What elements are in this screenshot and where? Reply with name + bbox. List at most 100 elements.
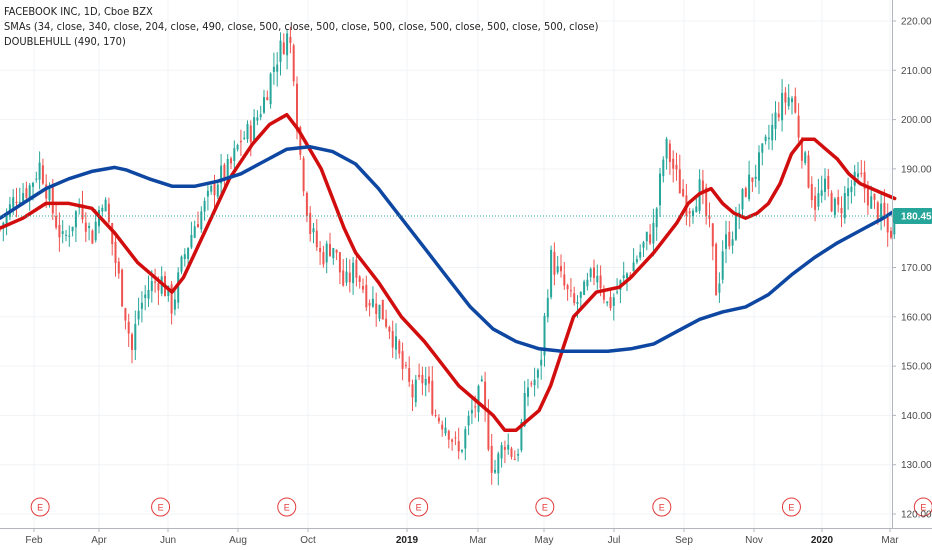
last-price-tag-bg [893,207,932,224]
earnings-marker[interactable]: E [913,497,932,517]
candle-body [266,97,269,101]
earnings-marker[interactable]: E [535,497,555,517]
earnings-marker[interactable]: E [30,497,50,517]
grid-lines [0,0,892,528]
earnings-marker[interactable]: E [781,497,801,517]
candle-body [259,114,262,118]
candle-body [513,459,516,461]
candle-body [365,284,368,308]
candle-body [477,385,480,413]
symbol-title[interactable]: FACEBOOK INC, 1D, Cboe BZX [4,5,153,18]
candle-body [411,384,414,398]
earnings-marker[interactable]: E [277,497,297,517]
candle-body [249,125,252,142]
earnings-marker[interactable]: E [151,497,171,517]
candle-body [550,249,553,298]
candle-body [586,279,589,287]
candle-body [715,243,718,296]
sma-indicator-label[interactable]: SMAs (34, close, 340, close, 204, close,… [4,20,599,33]
candle-body [428,376,430,384]
candle-body [335,249,338,253]
candle-body [876,202,879,221]
candle-body [127,321,130,334]
candle-body [131,334,133,350]
candle-body [622,275,625,279]
candle-body [678,169,681,194]
doublehull-indicator-label[interactable]: DOUBLEHULL (490, 170) [4,35,126,48]
candle-body [147,290,150,299]
candle-body [536,369,539,378]
candle-body [65,234,67,236]
earnings-marker-circle [409,497,429,517]
candle-body [692,210,694,217]
candle-body [497,453,500,474]
candle-body [38,162,41,180]
candle-body [675,164,678,170]
candle-body [355,259,358,278]
candle-body [81,204,84,220]
candle-body [424,378,427,386]
candle-body [635,259,638,263]
earnings-marker-circle [652,497,672,517]
earnings-marker-label: E [284,503,290,513]
price-tick-label: 200.00 [901,115,932,126]
candle-body [61,231,64,234]
candle-body [612,297,615,306]
candle-body [797,115,800,138]
earnings-marker-circle [781,497,801,517]
time-axis[interactable]: Feb Apr Jun Aug Oct 2019 Mar May Jul Sep Nov 2020 Ma… [25,528,899,546]
candle-body [28,185,31,200]
candle-body [530,383,533,385]
earnings-marker[interactable]: E [652,497,672,517]
candle-body [725,234,727,249]
candle-body [74,211,77,228]
candle-body [279,40,282,63]
candle-body [140,302,143,309]
candle-body [352,262,355,284]
candle-body [114,241,117,263]
candle-body [576,302,579,304]
candle-body [599,275,602,289]
candle-body [51,185,54,214]
candle-body [781,92,784,121]
time-tick-label: Mar [881,535,899,546]
candle-body [180,256,183,272]
earnings-marker-label: E [158,503,164,513]
candle-body [35,178,38,180]
candle-body [78,206,81,208]
candle-body [150,281,153,292]
candle-body [507,444,510,450]
candle-body [866,186,869,206]
candle-body [173,299,176,310]
candle-body [606,301,609,304]
candle-body [94,221,97,241]
candle-body [490,445,493,473]
candle-body [711,223,714,247]
price-tick-label: 220.00 [901,17,932,28]
candle-body [672,158,675,169]
earnings-marker-label: E [788,503,794,513]
earnings-marker[interactable]: E [409,497,429,517]
candle-body [124,308,127,321]
chart-legend: FACEBOOK INC, 1D, Cboe BZX SMAs (34, clo… [4,4,598,49]
last-price-value: 180.45 [901,211,932,222]
candle-body [556,266,559,273]
candle-body [668,143,671,162]
candle-body [302,158,305,192]
candle-body [451,439,454,442]
candle-body [15,201,18,203]
candle-body [286,33,289,56]
candle-body [418,374,421,377]
price-tick-label: 130.00 [901,460,932,471]
price-axis[interactable]: 120.00 130.00 140.00 150.00 160.00 170.00 180.… [0,0,932,529]
candle-body [371,298,374,307]
time-tick-label: 2020 [811,535,834,546]
candle-body [362,286,364,290]
candle-body [289,36,292,43]
candle-body [206,190,209,197]
time-tick-label: Aug [229,535,247,546]
candle-body [233,148,236,161]
candle-body [761,143,764,153]
candle-body [338,252,341,273]
